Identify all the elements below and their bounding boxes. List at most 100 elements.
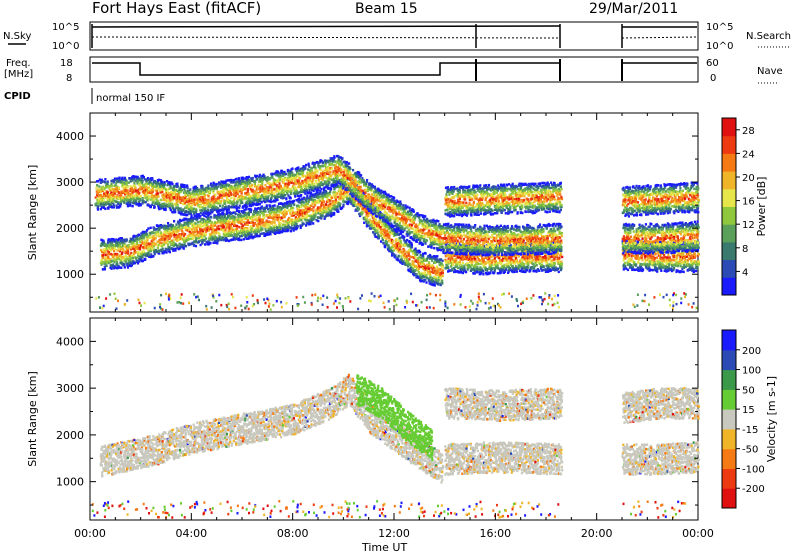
echo-pixel xyxy=(203,239,206,242)
echo-pixel xyxy=(111,253,114,257)
echo-pixel xyxy=(323,205,326,209)
echo-pixel xyxy=(305,212,308,216)
echo-pixel xyxy=(161,245,164,248)
echo-pixel xyxy=(120,266,123,269)
echo-pixel xyxy=(300,200,303,203)
echo-pixel xyxy=(357,193,360,196)
echo-pixel xyxy=(270,222,273,225)
echo-pixel xyxy=(116,241,119,245)
echo-pixel xyxy=(410,246,413,249)
echo-pixel xyxy=(195,239,198,242)
echo-pixel xyxy=(223,216,226,219)
echo-pixel xyxy=(210,221,213,224)
echo-pixel xyxy=(198,200,201,204)
echo-pixel xyxy=(255,174,259,178)
echo-pixel xyxy=(139,255,142,259)
echo-pixel xyxy=(167,227,170,230)
echo-pixel xyxy=(275,211,278,215)
echo-pixel xyxy=(159,231,162,234)
echo-pixel xyxy=(421,260,424,264)
echo-pixel xyxy=(325,200,328,203)
echo-pixel xyxy=(414,247,417,250)
echo-pixel xyxy=(101,260,104,264)
echo-pixel xyxy=(332,193,335,197)
echo-pixel xyxy=(157,224,160,228)
echo-pixel xyxy=(242,227,246,230)
echo-pixel xyxy=(142,253,145,257)
echo-pixel xyxy=(165,251,168,254)
echo-pixel xyxy=(131,247,134,250)
echo-pixel xyxy=(145,235,149,239)
echo-pixel xyxy=(222,223,225,227)
echo-pixel xyxy=(168,236,171,240)
echo-pixel xyxy=(203,234,206,238)
echo-pixel xyxy=(175,231,178,234)
echo-pixel xyxy=(204,227,207,230)
echo-pixel xyxy=(257,230,260,233)
echo-pixel xyxy=(315,219,318,222)
echo-pixel xyxy=(441,282,444,285)
echo-pixel xyxy=(110,242,114,245)
echo-pixel xyxy=(255,233,258,236)
echo-pixel xyxy=(177,229,180,232)
echo-pixel xyxy=(138,245,141,248)
echo-pixel xyxy=(197,237,201,240)
echo-pixel xyxy=(186,213,189,217)
echo-pixel xyxy=(187,224,190,227)
echo-pixel xyxy=(136,236,139,240)
echo-pixel xyxy=(234,216,237,219)
echo-pixel xyxy=(271,214,274,218)
echo-pixel xyxy=(226,239,229,242)
echo-pixel xyxy=(312,199,315,203)
echo-pixel xyxy=(143,230,146,234)
echo-pixel xyxy=(406,238,409,242)
echo-pixel xyxy=(157,231,160,235)
echo-pixel xyxy=(435,273,438,277)
echo-pixel xyxy=(326,213,329,217)
echo-pixel xyxy=(160,234,163,237)
echo-pixel xyxy=(328,208,331,211)
echo-pixel xyxy=(207,184,210,187)
echo-pixel xyxy=(152,234,155,238)
echo-pixel xyxy=(129,259,132,262)
echo-pixel xyxy=(190,233,193,236)
echo-pixel xyxy=(166,183,169,187)
echo-pixel xyxy=(210,233,213,236)
echo-pixel xyxy=(142,250,145,253)
echo-pixel xyxy=(265,206,269,209)
echo-pixel xyxy=(296,207,299,211)
echo-pixel xyxy=(372,216,376,219)
echo-pixel xyxy=(371,224,374,228)
echo-pixel xyxy=(102,239,105,243)
echo-pixel xyxy=(273,225,276,229)
echo-pixel xyxy=(309,194,313,197)
echo-pixel xyxy=(276,231,280,234)
echo-pixel xyxy=(247,237,250,240)
echo-pixel xyxy=(310,215,313,218)
echo-pixel xyxy=(195,226,198,229)
echo-pixel xyxy=(109,248,112,251)
echo-pixel xyxy=(146,238,149,242)
echo-pixel xyxy=(339,202,342,206)
echo-pixel xyxy=(229,232,232,235)
echo-pixel xyxy=(136,246,139,249)
echo-pixel xyxy=(293,212,296,215)
echo-pixel xyxy=(149,226,152,230)
echo-pixel xyxy=(429,276,432,279)
echo-pixel xyxy=(256,217,259,220)
date-title: 29/Mar/2011 xyxy=(589,1,678,17)
echo-pixel xyxy=(102,241,105,244)
echo-pixel xyxy=(251,221,254,224)
echo-pixel xyxy=(174,247,177,251)
echo-pixel xyxy=(231,217,234,220)
echo-pixel xyxy=(181,224,184,227)
echo-pixel xyxy=(310,204,313,208)
echo-pixel xyxy=(157,250,161,253)
echo-pixel xyxy=(357,208,360,211)
echo-pixel xyxy=(312,206,315,209)
echo-pixel xyxy=(332,191,335,194)
echo-pixel xyxy=(150,248,153,251)
echo-pixel xyxy=(346,197,349,200)
echo-pixel xyxy=(276,214,279,217)
echo-pixel xyxy=(338,192,341,196)
